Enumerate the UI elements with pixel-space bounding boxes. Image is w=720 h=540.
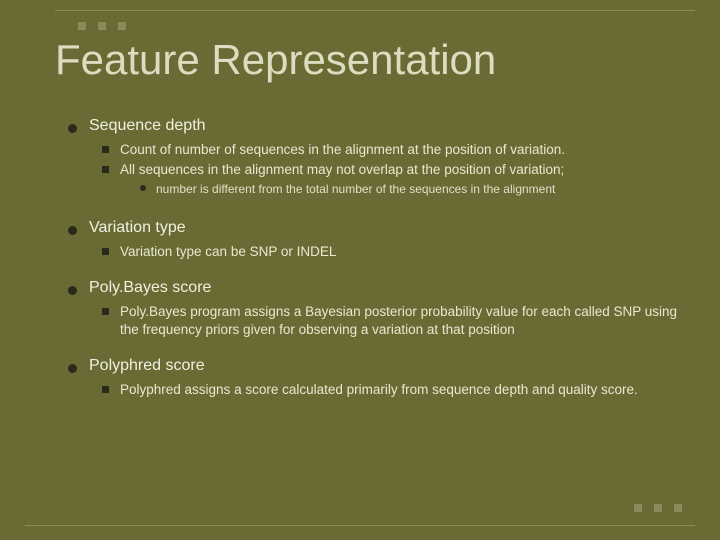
dot-icon (674, 504, 682, 512)
section-heading: Sequence depth (68, 115, 690, 137)
decorative-dots-bottom (634, 504, 682, 512)
bullet-square-icon (102, 166, 109, 173)
item-text: Polyphred assigns a score calculated pri… (120, 381, 638, 399)
bullet-square-icon (102, 308, 109, 315)
decorative-dots-top (78, 22, 126, 30)
slide-title: Feature Representation (55, 36, 496, 84)
sub-list-item: number is different from the total numbe… (140, 181, 690, 197)
bullet-square-icon (102, 146, 109, 153)
section-polybayes: Poly.Bayes score Poly.Bayes program assi… (68, 277, 690, 339)
item-text: Poly.Bayes program assigns a Bayesian po… (120, 303, 690, 339)
section-variation-type: Variation type Variation type can be SNP… (68, 217, 690, 261)
heading-text: Poly.Bayes score (89, 277, 211, 299)
dot-icon (634, 504, 642, 512)
list-item: Count of number of sequences in the alig… (102, 141, 690, 159)
item-text: Variation type can be SNP or INDEL (120, 243, 336, 261)
heading-text: Polyphred score (89, 355, 205, 377)
section-sequence-depth: Sequence depth Count of number of sequen… (68, 115, 690, 197)
bullet-disc-icon (68, 226, 77, 235)
section-heading: Polyphred score (68, 355, 690, 377)
dot-icon (98, 22, 106, 30)
bullet-disc-icon (68, 124, 77, 133)
bottom-rule (25, 525, 695, 526)
bullet-square-icon (102, 248, 109, 255)
list-item: Poly.Bayes program assigns a Bayesian po… (102, 303, 690, 339)
bullet-square-icon (102, 386, 109, 393)
top-rule (55, 10, 695, 11)
slide-content: Sequence depth Count of number of sequen… (68, 115, 690, 401)
subitem-text: number is different from the total numbe… (156, 181, 555, 197)
section-heading: Poly.Bayes score (68, 277, 690, 299)
dot-icon (654, 504, 662, 512)
list-item: Polyphred assigns a score calculated pri… (102, 381, 690, 399)
section-polyphred: Polyphred score Polyphred assigns a scor… (68, 355, 690, 399)
heading-text: Sequence depth (89, 115, 206, 137)
heading-text: Variation type (89, 217, 186, 239)
item-text: All sequences in the alignment may not o… (120, 161, 564, 179)
dot-icon (78, 22, 86, 30)
dot-icon (118, 22, 126, 30)
section-heading: Variation type (68, 217, 690, 239)
bullet-disc-icon (68, 364, 77, 373)
list-item: All sequences in the alignment may not o… (102, 161, 690, 179)
bullet-disc-small-icon (140, 185, 146, 191)
bullet-disc-icon (68, 286, 77, 295)
slide: Feature Representation Sequence depth Co… (0, 0, 720, 540)
item-text: Count of number of sequences in the alig… (120, 141, 565, 159)
list-item: Variation type can be SNP or INDEL (102, 243, 690, 261)
